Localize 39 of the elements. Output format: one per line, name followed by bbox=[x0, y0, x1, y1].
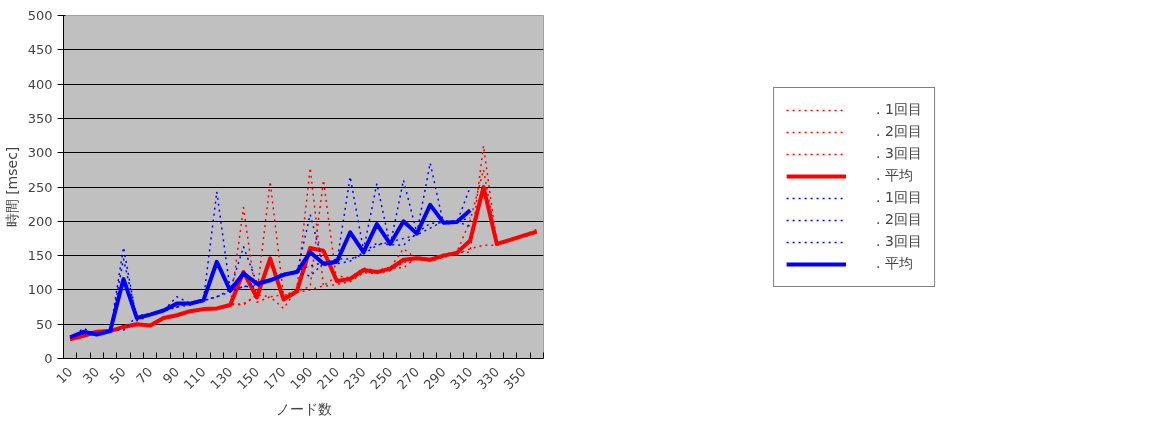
x-tick-label: 230 bbox=[340, 364, 369, 393]
legend-label: . 平均 bbox=[876, 166, 913, 185]
x-tick-label: 30 bbox=[79, 364, 103, 387]
x-axis-title: ノード数 bbox=[275, 401, 332, 418]
y-tick-label: 200 bbox=[27, 213, 53, 229]
y-tick-label: 300 bbox=[27, 145, 53, 161]
y-tick-label: 250 bbox=[27, 179, 53, 195]
y-tick-label: 150 bbox=[27, 248, 53, 264]
x-tick-label: 150 bbox=[233, 364, 263, 393]
x-tick-label: 130 bbox=[207, 364, 236, 393]
x-tick-label: 170 bbox=[260, 364, 289, 393]
y-tick-label: 0 bbox=[44, 351, 53, 366]
x-tick-label: 70 bbox=[133, 364, 156, 387]
y-tick-label: 400 bbox=[27, 76, 53, 92]
legend-label: . 1回目 bbox=[876, 100, 922, 119]
x-tick-label: 290 bbox=[420, 364, 449, 393]
x-tick-label: 330 bbox=[473, 364, 503, 393]
legend-label: . 3回目 bbox=[876, 232, 922, 251]
x-tick-label: 350 bbox=[500, 364, 529, 393]
x-tick-label: 190 bbox=[287, 364, 316, 393]
y-tick-label: 50 bbox=[35, 316, 53, 332]
legend-label: . 3回目 bbox=[876, 144, 922, 163]
x-tick-label: 50 bbox=[106, 364, 129, 387]
x-tick-label: 10 bbox=[53, 364, 76, 387]
x-tick-label: 210 bbox=[313, 364, 343, 393]
legend-label: . 平均 bbox=[876, 254, 913, 273]
y-tick-label: 450 bbox=[27, 42, 53, 58]
legend-label: . 2回目 bbox=[876, 122, 922, 141]
y-tick-label: 100 bbox=[27, 282, 53, 298]
legend-label: . 1回目 bbox=[876, 188, 922, 207]
y-axis-title: 時間 [msec] bbox=[3, 146, 20, 228]
y-tick-label: 350 bbox=[27, 110, 53, 126]
x-tick-label: 90 bbox=[159, 364, 183, 387]
x-tick-label: 110 bbox=[180, 364, 209, 393]
legend-label: . 2回目 bbox=[876, 210, 922, 229]
y-tick-label: 500 bbox=[27, 8, 53, 23]
x-tick-label: 310 bbox=[447, 364, 476, 393]
x-tick-label: 270 bbox=[393, 364, 423, 393]
x-tick-label: 250 bbox=[367, 364, 396, 393]
